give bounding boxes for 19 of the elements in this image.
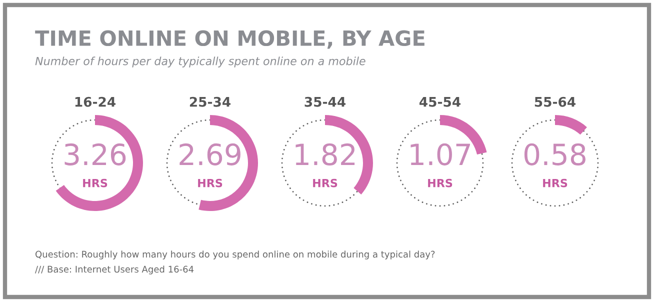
category-label: 16-24 (75, 96, 116, 107)
data-label: 0.58 (524, 143, 586, 166)
text: Question: Roughly how many hours do you spend online on mobile during a typical day? (36, 250, 435, 260)
category-label: 25-34 (190, 96, 230, 107)
data-label: 1.07 (410, 143, 470, 166)
text: HRS (428, 178, 452, 188)
text: HRS (198, 178, 222, 188)
data-label: 2.69 (180, 143, 240, 166)
category-label: 45-54 (419, 97, 460, 107)
text: HRS (313, 178, 338, 188)
category-label: 35-44 (304, 96, 346, 107)
text: /// Base: Internet Users Aged 16-64 (35, 266, 194, 274)
data-label: 1.82 (296, 143, 355, 166)
text: Number of hours per day typically spent online on a mobile (35, 56, 366, 68)
data-label: 3.26 (64, 143, 126, 166)
text: HRS (543, 178, 568, 188)
category-label: 55-64 (534, 96, 576, 107)
text: TIME ONLINE ON MOBILE, BY AGE (35, 30, 424, 49)
text: HRS (83, 178, 108, 188)
